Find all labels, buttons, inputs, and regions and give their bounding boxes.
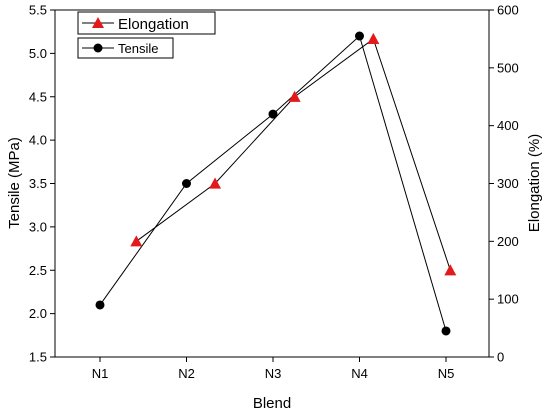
- legend-box-elongation: [77, 11, 216, 35]
- y-left-tick-label: 4.0: [29, 133, 47, 148]
- elongation-point-5: [444, 264, 457, 276]
- elongation-point-1: [130, 235, 143, 247]
- y-left-tick-label: 4.5: [29, 89, 47, 104]
- y-right-tick-label: 400: [497, 118, 519, 133]
- y-right-tick-label: 600: [497, 3, 519, 18]
- y-axis-left-title: Tensile (MPa): [6, 137, 23, 229]
- elongation-point-2: [209, 177, 222, 189]
- legend-marker-elongation: [92, 17, 104, 28]
- plot-frame: [54, 9, 490, 358]
- y-left-tick-label: 2.0: [29, 306, 47, 321]
- tensile-point-5: [441, 326, 451, 336]
- legend-label-tensile: Tensile: [118, 41, 158, 56]
- tensile-point-4: [355, 31, 364, 41]
- y-axis-right-title: Elongation (%): [526, 134, 543, 232]
- x-axis-title: Blend: [253, 395, 291, 412]
- y-left-tick-label: 2.5: [29, 263, 47, 278]
- tensile-point-2: [182, 179, 191, 188]
- y-left-tick-label: 1.5: [29, 350, 47, 365]
- y-right-tick-label: 0: [497, 350, 504, 365]
- y-left-tick-label: 5.0: [29, 46, 47, 61]
- legend-box-tensile: [77, 37, 174, 59]
- y-right-tick-label: 100: [497, 292, 519, 307]
- tensile-point-1: [95, 300, 105, 310]
- tensile-line: [99, 35, 447, 332]
- elongation-line: [136, 38, 451, 271]
- elongation-point-3: [288, 90, 301, 102]
- x-tick-label-n5: N5: [438, 366, 455, 381]
- y-left-tick-label: 5.5: [29, 3, 47, 18]
- legend: Elongation Tensile: [77, 11, 216, 59]
- x-tick-label-n1: N1: [92, 366, 109, 381]
- x-tick-label-n4: N4: [351, 366, 368, 381]
- y-right-tick-label: 200: [497, 234, 519, 249]
- y-right-tick-label: 300: [497, 176, 519, 191]
- tensile-point-3: [268, 109, 278, 119]
- legend-marker-tensile: [93, 43, 103, 53]
- legend-label-elongation: Elongation: [118, 16, 189, 33]
- tick-layer: N1 N2 N3 N4 N5 1.5 2.0 2.5 3.0 3.5 4.0 4.5 5.0 5.5 0 10…: [29, 3, 519, 382]
- elongation-point-4: [367, 32, 380, 45]
- y-left-tick-label: 3.5: [29, 176, 47, 191]
- series-layer: [95, 31, 457, 336]
- y-right-tick-label: 500: [497, 60, 519, 75]
- x-tick-label-n2: N2: [178, 366, 195, 381]
- y-left-tick-label: 3.0: [29, 219, 47, 234]
- x-tick-label-n3: N3: [265, 366, 282, 381]
